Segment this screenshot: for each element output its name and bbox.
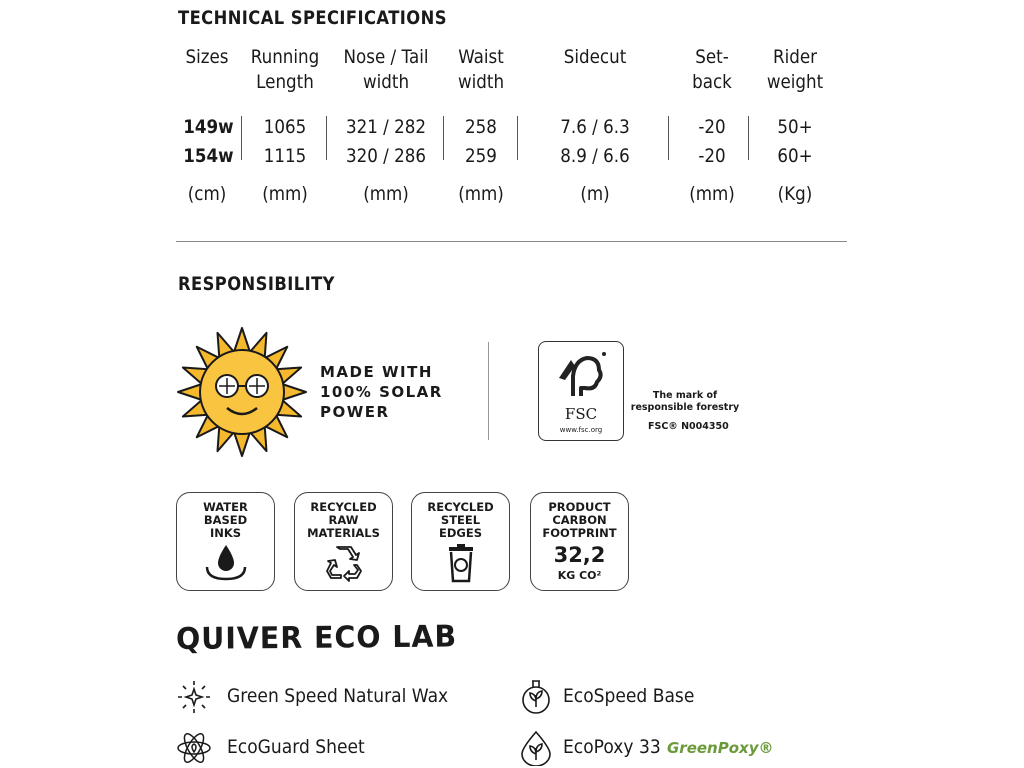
badge-text: RECYCLED RAW MATERIALS: [307, 500, 380, 540]
column-divider: [443, 116, 444, 160]
column-divider: [241, 116, 242, 160]
atom-icon: [177, 733, 211, 763]
recycle-icon: [326, 546, 362, 582]
carbon-value: 32,2: [553, 543, 606, 567]
spec-cell: 7.6 / 6.3: [560, 116, 630, 138]
badge-recycled-raw-materials: RECYCLED RAW MATERIALS: [294, 492, 393, 591]
drop-leaf-icon: [521, 730, 551, 766]
spec-cell: 8.9 / 6.6: [560, 145, 630, 167]
responsibility-divider: [488, 342, 489, 440]
spec-header: Nose / Tail width: [343, 46, 429, 93]
spec-col-setback: Set- back -20 -20 (mm): [680, 45, 744, 205]
spec-col-waist: Waist width 258 259 (mm): [448, 45, 514, 205]
sun-icon: [177, 327, 307, 457]
responsibility-title: RESPONSIBILITY: [178, 273, 335, 295]
spec-unit: (mm): [458, 183, 504, 205]
spec-unit: (cm): [187, 183, 227, 205]
spec-unit: (mm): [363, 183, 409, 205]
spec-unit: (m): [580, 183, 610, 205]
fsc-mark-text: The mark of responsible forestry: [630, 390, 740, 413]
fsc-label: FSC: [564, 405, 598, 423]
badge-water-based-inks: WATER BASED INKS: [176, 492, 275, 591]
badge-text: WATER BASED INKS: [203, 500, 248, 540]
fsc-url: www.fsc.org: [559, 426, 603, 434]
solar-power-text: MADE WITH 100% SOLAR POWER: [320, 363, 443, 421]
spec-header: Set- back: [692, 46, 732, 93]
spec-col-running-length: Running Length 1065 1115 (mm): [245, 45, 325, 205]
fsc-tree-icon: [559, 352, 606, 396]
spec-cell: 1115: [263, 145, 307, 167]
spec-unit: (mm): [689, 183, 735, 205]
spec-cell: -20: [698, 116, 726, 138]
spec-cell: 50+: [777, 116, 813, 138]
spec-header: Rider weight: [766, 46, 824, 93]
fsc-code: FSC® N004350: [648, 421, 729, 432]
leaf-flask-icon: [522, 680, 550, 714]
column-divider: [326, 116, 327, 160]
badge-text: PRODUCT CARBON FOOTPRINT: [542, 500, 617, 540]
spec-header: Sizes: [185, 46, 229, 68]
carbon-unit: KG CO²: [557, 569, 602, 582]
column-divider: [668, 116, 669, 160]
badge-recycled-steel-edges: RECYCLED STEEL EDGES: [411, 492, 510, 591]
spec-cell: 259: [465, 145, 497, 167]
specs-title: TECHNICAL SPECIFICATIONS: [178, 7, 447, 29]
wax-sparkle-icon: [178, 681, 210, 713]
spec-cell: 149w: [183, 116, 234, 138]
spec-col-nose-tail: Nose / Tail width 321 / 282 320 / 286 (m…: [333, 45, 439, 205]
spec-cell: 60+: [777, 145, 813, 167]
spec-header: Running Length: [250, 46, 320, 93]
eco-item-label: Green Speed Natural Wax: [227, 685, 449, 707]
water-drop-icon: [205, 545, 247, 581]
greenpoxy-logo: GreenPoxy®: [667, 739, 774, 757]
spec-cell: -20: [698, 145, 726, 167]
spec-col-sizes: Sizes 149w 154w (cm): [180, 45, 234, 205]
eco-item-label: EcoSpeed Base: [563, 685, 695, 707]
eco-item-label: EcoPoxy 33: [563, 736, 661, 758]
fsc-logo: FSC www.fsc.org: [538, 341, 624, 441]
spec-unit: (mm): [262, 183, 308, 205]
section-divider: [176, 241, 847, 242]
spec-cell: 258: [465, 116, 497, 138]
recycle-bin-icon: [449, 544, 473, 583]
eco-item-label: EcoGuard Sheet: [227, 736, 365, 758]
column-divider: [748, 116, 749, 160]
column-divider: [517, 116, 518, 160]
spec-cell: 320 / 286: [345, 145, 427, 167]
badge-carbon-footprint: PRODUCT CARBON FOOTPRINT 32,2 KG CO²: [530, 492, 629, 591]
spec-cell: 321 / 282: [345, 116, 427, 138]
spec-col-sidecut: Sidecut 7.6 / 6.3 8.9 / 6.6 (m): [540, 45, 650, 205]
spec-col-rider-weight: Rider weight 50+ 60+ (Kg): [758, 45, 832, 205]
spec-header: Waist width: [457, 46, 505, 93]
spec-header: Sidecut: [563, 46, 627, 68]
spec-cell: 154w: [183, 145, 234, 167]
eco-lab-title: QUIVER ECO LAB: [175, 619, 458, 657]
spec-cell: 1065: [263, 116, 307, 138]
badge-text: RECYCLED STEEL EDGES: [427, 500, 494, 540]
spec-unit: (Kg): [777, 183, 813, 205]
